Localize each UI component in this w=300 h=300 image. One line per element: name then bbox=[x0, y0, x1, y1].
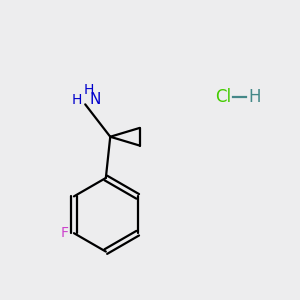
Text: H: H bbox=[71, 93, 82, 106]
Text: F: F bbox=[61, 226, 69, 240]
Text: H: H bbox=[84, 82, 94, 97]
Text: Cl: Cl bbox=[215, 88, 231, 106]
Text: N: N bbox=[89, 92, 100, 107]
Text: H: H bbox=[249, 88, 261, 106]
